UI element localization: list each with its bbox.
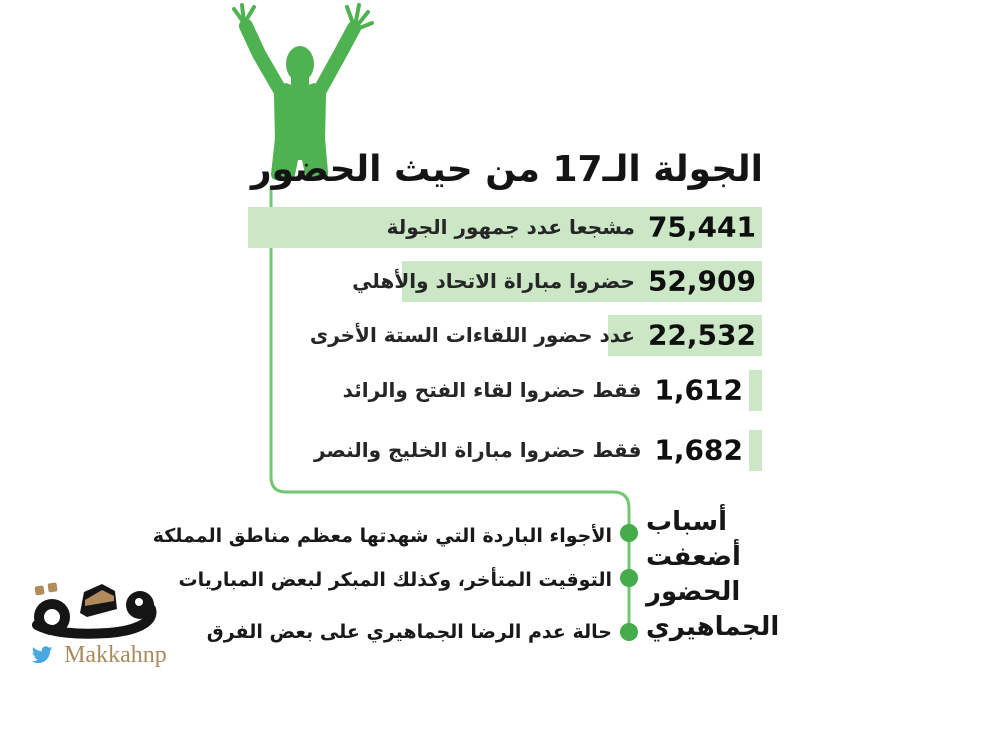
- bar-text-4: 1,612 فقط حضروا لقاء الفتح والرائد: [342, 373, 744, 407]
- twitter-bird-icon: [31, 646, 53, 664]
- bar-label: حضروا مباراة الاتحاد والأهلي: [352, 268, 635, 293]
- bar-label: فقط حضروا مباراة الخليج والنصر: [313, 437, 642, 462]
- bar-text-5: 1,682 فقط حضروا مباراة الخليج والنصر: [313, 433, 744, 467]
- logo-kaaba-band: [85, 590, 114, 606]
- bar-row-1: 75,441 مشجعا عدد جمهور الجولة: [248, 207, 762, 248]
- attendance-bar-chart: 75,441 مشجعا عدد جمهور الجولة 52,909 حضروا …: [248, 0, 762, 480]
- fan-right-arm: [312, 21, 361, 99]
- bullet-dot-1: [620, 524, 638, 542]
- bar-label: مشجعا عدد جمهور الجولة: [386, 214, 635, 239]
- fan-shorts: [271, 138, 329, 180]
- bar-value: 1,682: [654, 433, 744, 467]
- fan-left-fingers: [232, 3, 256, 25]
- reason-item-1: الأجواء الباردة التي شهدتها معظم مناطق ا…: [152, 525, 612, 547]
- bar-value: 75,441: [647, 210, 757, 244]
- bar-label: فقط حضروا لقاء الفتح والرائد: [342, 377, 642, 402]
- bar-text-1: 75,441 مشجعا عدد جمهور الجولة: [386, 210, 757, 244]
- reasons-heading-line-4: الجماهيري: [646, 612, 780, 642]
- logo-dot-1: [34, 585, 45, 596]
- bar-row-5: 1,682 فقط حضروا مباراة الخليج والنصر: [248, 430, 762, 471]
- logo-meem-hole: [135, 598, 143, 606]
- twitter-handle-row: Makkahnp: [30, 642, 167, 669]
- fan-right-fingers: [345, 3, 374, 31]
- bar-value: 22,532: [647, 318, 757, 352]
- connector-path: [269, 186, 631, 632]
- bar-text-2: 52,909 حضروا مباراة الاتحاد والأهلي: [352, 264, 757, 298]
- fan-torso: [274, 83, 326, 140]
- bar-label: عدد حضور اللقاءات الستة الأخرى: [309, 322, 635, 347]
- bar-fill-2: [402, 261, 762, 302]
- bar-fill-1: [248, 207, 762, 248]
- bar-fill-4: [749, 370, 762, 411]
- fan-head: [286, 46, 314, 82]
- twitter-handle-text: Makkahnp: [64, 642, 167, 668]
- reasons-heading-line-1: أسباب: [646, 507, 727, 537]
- bar-text-3: 22,532 عدد حضور اللقاءات الستة الأخرى: [309, 318, 757, 352]
- bar-row-2: 52,909 حضروا مباراة الاتحاد والأهلي: [248, 261, 762, 302]
- bar-value: 52,909: [647, 264, 757, 298]
- bullet-dot-3: [620, 623, 638, 641]
- reasons-heading-line-3: الحضور: [646, 577, 741, 607]
- bar-fill-3: [608, 315, 762, 356]
- bar-value: 1,612: [654, 373, 744, 407]
- reasons-heading: أسباب أضعفت الحضور الجماهيري: [646, 505, 816, 645]
- infographic-title: الجولة الـ17 من حيث الحضور: [250, 149, 764, 190]
- reasons-heading-line-2: أضعفت: [646, 542, 741, 572]
- fan-left-arm: [239, 19, 288, 99]
- logo-dot-2: [47, 582, 58, 593]
- fan-silhouette-illustration: [232, 3, 374, 180]
- makkah-newspaper-logo: [32, 582, 157, 639]
- reason-item-3: حالة عدم الرضا الجماهيري على بعض الفرق: [206, 621, 612, 643]
- bar-row-3: 22,532 عدد حضور اللقاءات الستة الأخرى: [248, 315, 762, 356]
- bar-fill-5: [749, 430, 762, 471]
- logo-tail-swoosh: [32, 604, 157, 639]
- bullet-dot-2: [620, 569, 638, 587]
- reason-item-2: التوقيت المتأخر، وكذلك المبكر لبعض المبا…: [178, 569, 612, 591]
- bar-row-4: 1,612 فقط حضروا لقاء الفتح والرائد: [248, 370, 762, 411]
